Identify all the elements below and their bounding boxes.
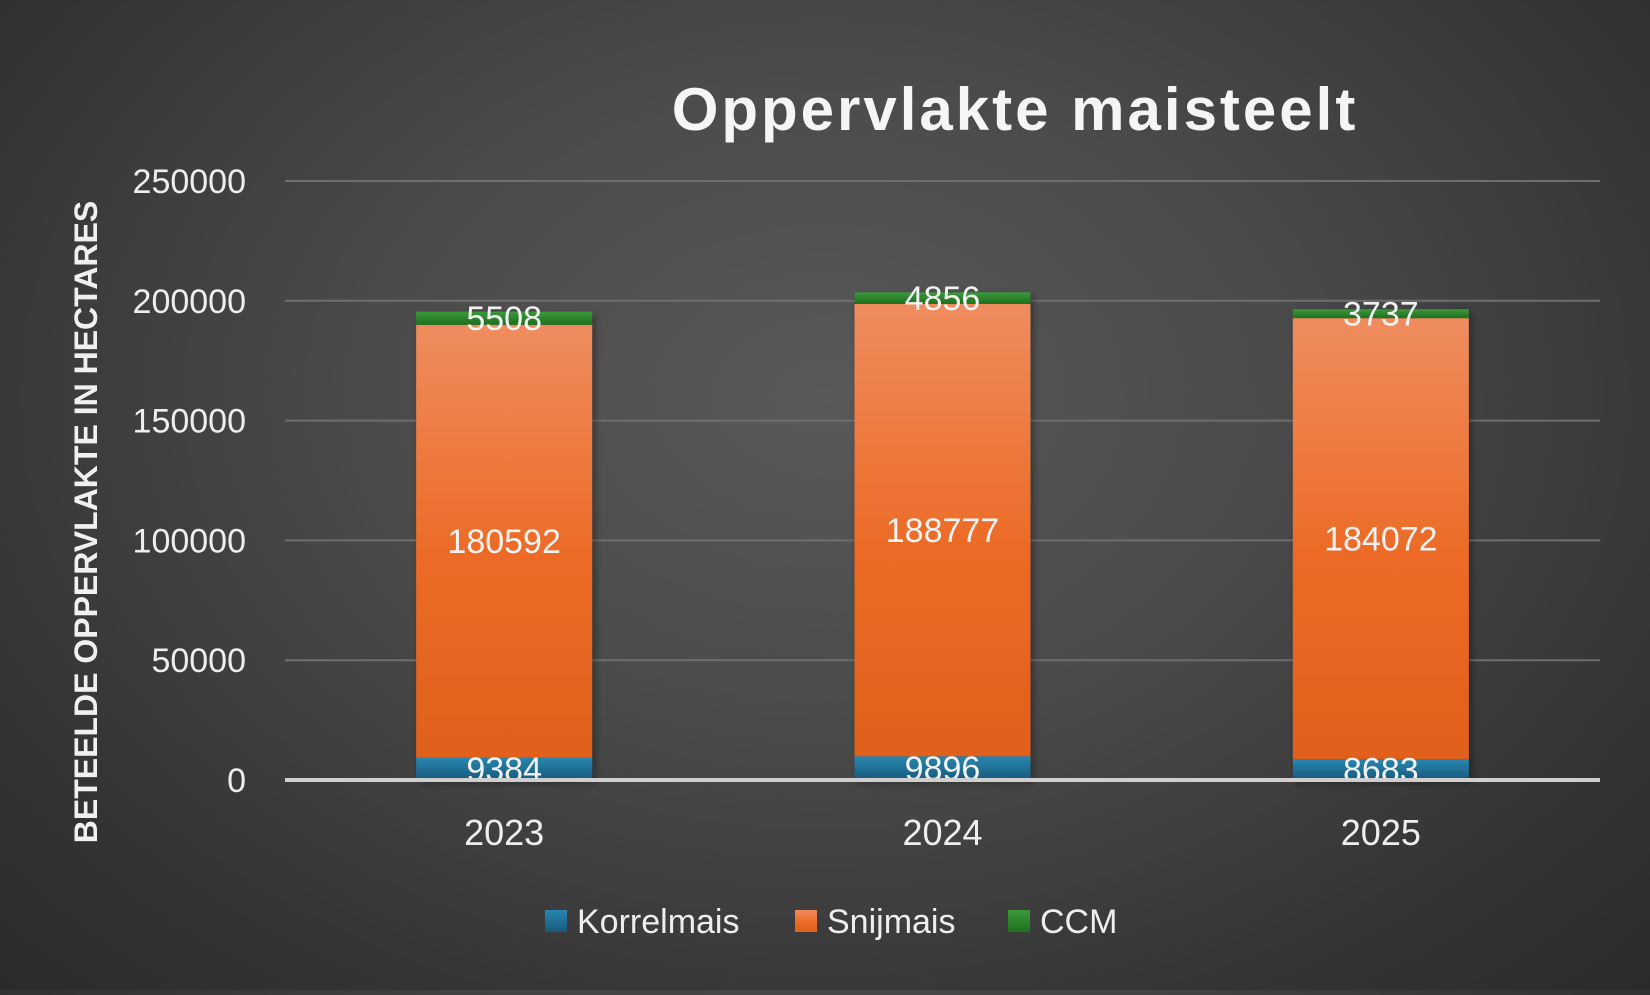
legend-swatch xyxy=(795,910,817,932)
legend-item-snijmais: Snijmais xyxy=(795,903,955,941)
legend-label: CCM xyxy=(1040,903,1117,941)
data-label: 5508 xyxy=(466,300,542,338)
bar-segment-korrelmais xyxy=(416,757,593,780)
x-tick-label: 2025 xyxy=(1341,812,1421,853)
bar-segment-ccm xyxy=(416,311,593,325)
legend-label: Snijmais xyxy=(827,903,955,941)
data-label: 9896 xyxy=(905,750,981,788)
legend-swatch xyxy=(545,910,567,932)
bar-stack xyxy=(416,311,593,780)
data-label: 188777 xyxy=(886,512,999,550)
bar-segment-korrelmais xyxy=(1292,759,1469,780)
y-tick-label: 0 xyxy=(227,762,246,800)
data-label: 8683 xyxy=(1343,752,1419,790)
legend-item-ccm: CCM xyxy=(1008,903,1117,941)
y-axis-ticks: 0 50000 100000 150000 200000 250000 xyxy=(133,163,246,800)
bar-segment-snijmais xyxy=(854,303,1031,757)
y-tick-label: 200000 xyxy=(133,283,246,321)
bar-stack xyxy=(854,292,1031,780)
bar-segment-ccm xyxy=(1292,309,1469,319)
y-tick-label: 50000 xyxy=(151,642,246,680)
chart-title: Oppervlakte maisteelt xyxy=(672,76,1359,143)
data-label: 184072 xyxy=(1324,521,1437,559)
y-tick-label: 100000 xyxy=(133,522,246,560)
bar-segment-snijmais xyxy=(416,324,593,758)
y-axis-label: BETEELDE OPPERVLAKTE IN HECTARES xyxy=(68,201,104,843)
legend-item-korrelmais: Korrelmais xyxy=(545,903,739,941)
data-label: 180592 xyxy=(447,523,560,561)
legend: Korrelmais Snijmais CCM xyxy=(545,903,1117,941)
data-label: 4856 xyxy=(905,280,981,318)
bar-segment-snijmais xyxy=(1292,318,1469,760)
legend-label: Korrelmais xyxy=(577,903,739,941)
data-label: 3737 xyxy=(1343,296,1419,334)
bar-segment-ccm xyxy=(854,292,1031,304)
bar-segment-korrelmais xyxy=(854,756,1031,780)
bars: 9384 180592 5508 9896 188777 4856 8683 184072 37… xyxy=(416,280,1469,790)
y-tick-label: 150000 xyxy=(133,403,246,441)
x-tick-label: 2023 xyxy=(464,812,544,853)
bar-stack xyxy=(1292,309,1469,780)
legend-swatch xyxy=(1008,910,1030,932)
x-tick-label: 2024 xyxy=(902,812,982,853)
y-tick-label: 250000 xyxy=(133,163,246,201)
x-axis-ticks: 2023 2024 2025 xyxy=(285,778,1600,853)
data-label: 9384 xyxy=(466,751,542,789)
